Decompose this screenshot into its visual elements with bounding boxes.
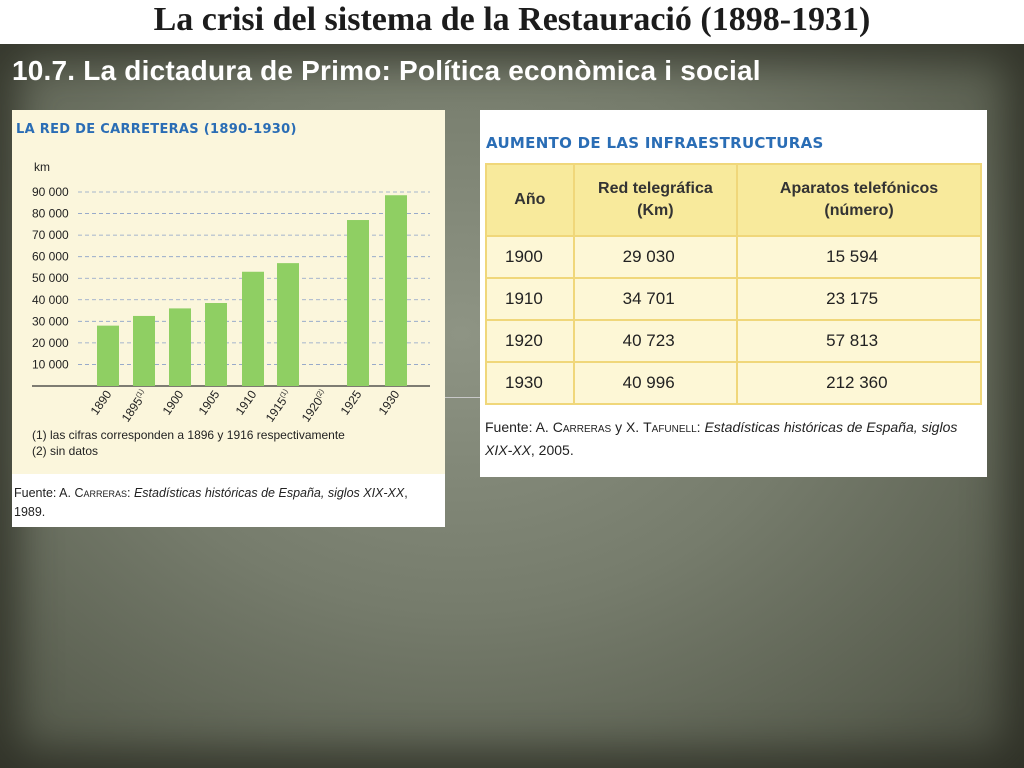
y-tick-label: 80 000 xyxy=(32,207,69,221)
x-tick-label: 1905 xyxy=(196,387,223,417)
chart-source-prefix: Fuente: A. xyxy=(14,486,75,500)
chart-source-author: Carreras xyxy=(74,486,128,500)
x-tick-label: 1910 xyxy=(233,387,260,417)
table-source-author-2: Tafunell xyxy=(643,419,697,435)
x-tick-label: 1915(1) xyxy=(263,388,295,425)
cell-phones: 23 175 xyxy=(736,277,982,321)
chart-area: LA RED DE CARRETERAS (1890-1930) km 10 0… xyxy=(12,110,445,474)
cell-year: 1920 xyxy=(485,319,575,363)
bar-1925 xyxy=(347,220,369,386)
footnote-2: (2) sin datos xyxy=(32,444,99,458)
bar-1895 xyxy=(133,315,155,386)
table-title: AUMENTO DE LAS INFRAESTRUCTURAS xyxy=(486,134,824,152)
cell-year: 1900 xyxy=(485,235,575,279)
table-source-prefix: Fuente: A. xyxy=(485,419,553,435)
slide-title: La crisi del sistema de la Restauració (… xyxy=(153,1,871,38)
chart-source-sep: : xyxy=(127,486,134,500)
table-source-mid: y X. xyxy=(611,419,644,435)
section-subtitle: 10.7. La dictadura de Primo: Política ec… xyxy=(12,55,761,86)
column-header-telegraph: Red telegráfica (Km) xyxy=(572,163,739,237)
road-network-chart-panel: LA RED DE CARRETERAS (1890-1930) km 10 0… xyxy=(12,110,445,527)
connector-line xyxy=(445,397,480,398)
y-tick-label: 40 000 xyxy=(32,293,69,307)
table-row: 1920 40 723 57 813 xyxy=(485,319,982,363)
y-tick-label: 50 000 xyxy=(32,271,69,285)
infrastructure-table: Año Red telegráfica (Km) Aparatos telefó… xyxy=(485,163,982,405)
x-tick-label: 1895(1) xyxy=(119,388,151,425)
bar-1910 xyxy=(242,271,264,386)
chart-source: Fuente: A. Carreras: Estadísticas histór… xyxy=(14,484,439,522)
table-source-work: Estadísticas históricas de España, siglo… xyxy=(485,419,958,458)
y-tick-label: 30 000 xyxy=(32,314,69,328)
cell-phones: 15 594 xyxy=(736,235,982,279)
table-header-row: Año Red telegráfica (Km) Aparatos telefó… xyxy=(485,163,982,237)
bar-1915 xyxy=(277,263,299,386)
x-tick-footnote-mark: (2) xyxy=(315,388,326,399)
table-row: 1910 34 701 23 175 xyxy=(485,277,982,321)
chart-title: LA RED DE CARRETERAS (1890-1930) xyxy=(16,122,297,137)
table-source: Fuente: A. Carreras y X. Tafunell: Estad… xyxy=(485,416,982,462)
column-header-phones: Aparatos telefónicos (número) xyxy=(736,163,982,237)
chart-source-suffix: , 1989. xyxy=(14,486,408,519)
table-row: 1930 40 996 212 360 xyxy=(485,361,982,405)
bar-1890 xyxy=(97,325,119,386)
column-header-year: Año xyxy=(485,163,575,237)
cell-telegraph: 34 701 xyxy=(572,277,739,321)
y-tick-label: 10 000 xyxy=(32,357,69,371)
y-tick-label: 90 000 xyxy=(32,185,69,199)
cell-year: 1930 xyxy=(485,361,575,405)
bar-1900 xyxy=(169,308,191,386)
infrastructure-table-panel: AUMENTO DE LAS INFRAESTRUCTURAS Año Red … xyxy=(480,110,987,477)
x-tick-label: 1920(2) xyxy=(299,388,331,425)
y-axis-unit: km xyxy=(34,160,50,174)
cell-telegraph: 40 723 xyxy=(572,319,739,363)
cell-phones: 212 360 xyxy=(736,361,982,405)
x-tick-label: 1890 xyxy=(88,387,115,417)
y-tick-label: 60 000 xyxy=(32,250,69,264)
x-tick-label: 1930 xyxy=(376,387,403,417)
chart-source-work: Estadísticas históricas de España, siglo… xyxy=(133,486,405,500)
bar-1905 xyxy=(205,303,227,386)
table-source-author-1: Carreras xyxy=(552,419,612,435)
x-tick-label: 1900 xyxy=(160,387,187,417)
table-source-suffix: , 2005. xyxy=(530,442,574,458)
x-tick-label: 1925 xyxy=(338,387,365,417)
footnote-1: (1) las cifras corresponden a 1896 y 191… xyxy=(32,428,345,442)
table-source-sep: : xyxy=(696,419,705,435)
x-tick-footnote-mark: (1) xyxy=(279,388,290,399)
table-row: 1900 29 030 15 594 xyxy=(485,235,982,279)
cell-phones: 57 813 xyxy=(736,319,982,363)
cell-telegraph: 29 030 xyxy=(572,235,739,279)
y-tick-label: 70 000 xyxy=(32,228,69,242)
cell-telegraph: 40 996 xyxy=(572,361,739,405)
y-tick-label: 20 000 xyxy=(32,336,69,350)
bar-chart: 10 000 20 000 30 000 40 000 50 000 60 000 70 0… xyxy=(32,185,430,425)
bar-1930 xyxy=(385,195,407,386)
x-tick-footnote-mark: (1) xyxy=(135,388,146,399)
cell-year: 1910 xyxy=(485,277,575,321)
